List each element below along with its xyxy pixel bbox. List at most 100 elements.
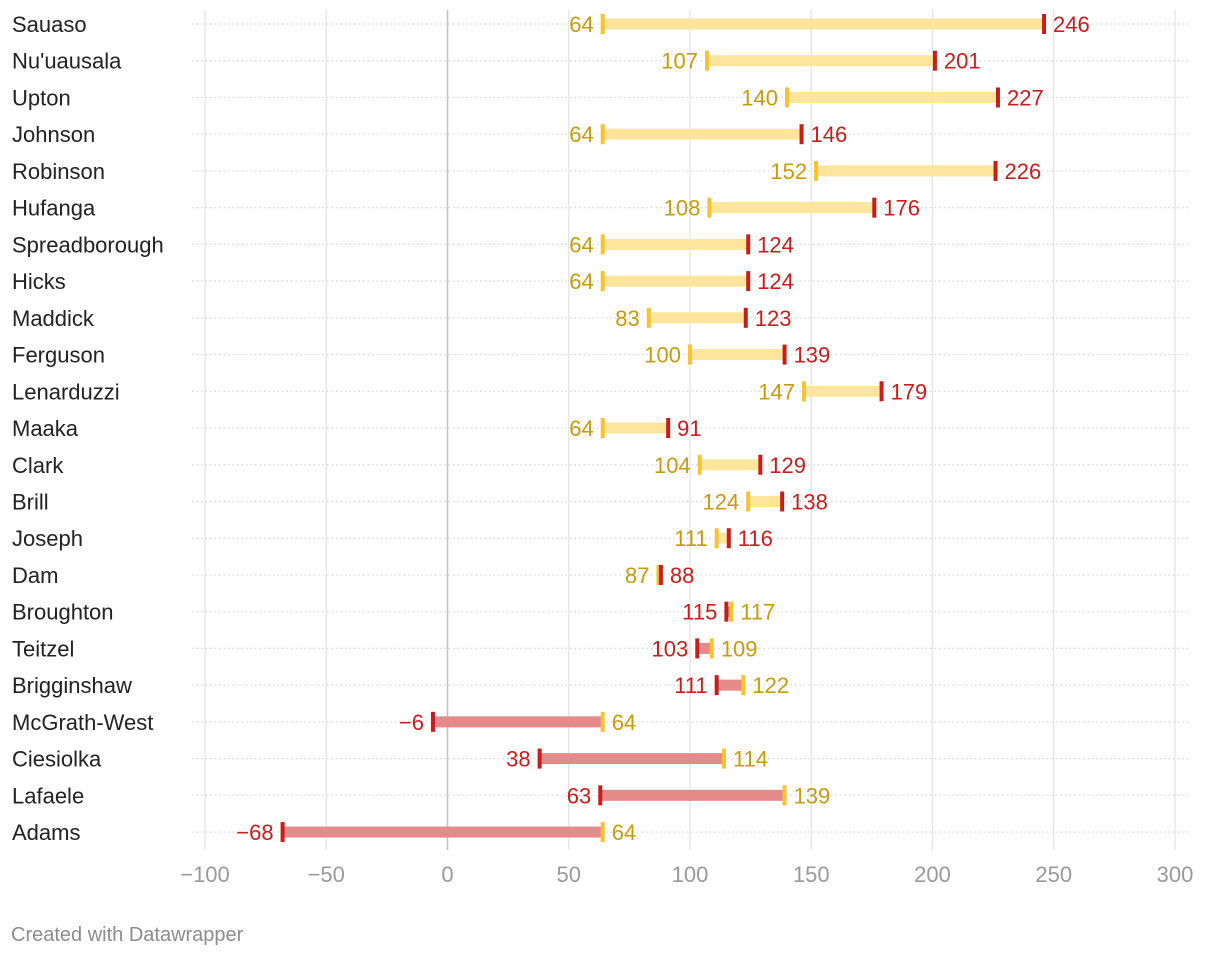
row: Sauaso 64 246 [12,12,1188,37]
row-label: Hufanga [12,196,96,221]
x-tick-label: 0 [441,862,453,887]
row: McGrath-West 64 −6 [12,710,1188,735]
end-marker [782,344,787,365]
end-value-label: 116 [738,526,773,551]
end-marker [743,307,748,328]
row: Lafaele 139 63 [12,783,1188,808]
range-bar [602,275,749,287]
range-bar [748,495,783,507]
start-marker [646,307,651,328]
end-value-label: 115 [682,600,717,625]
range-bar [432,716,603,728]
end-marker [280,822,285,843]
start-value-label: 140 [741,85,778,110]
rows-layer: Sauaso 64 246 Nu'uausala 107 201 Upton 140 227 Jo… [12,12,1188,845]
row: Hufanga 108 176 [12,196,1188,221]
row: Teitzel 109 103 [12,636,1188,661]
start-value-label: 64 [569,12,593,37]
start-value-label: 64 [569,122,593,147]
start-value-label: 147 [758,379,795,404]
row: Joseph 111 116 [12,526,1188,551]
start-marker [707,197,712,218]
grid-layer [204,10,1176,850]
end-marker [695,638,700,659]
end-marker [537,748,542,769]
end-value-label: 179 [891,379,928,404]
x-tick-label: 150 [793,862,830,887]
end-marker [746,271,751,292]
range-bar [706,55,935,67]
x-tick-label: 50 [557,862,581,887]
row-label: Clark [12,453,64,478]
end-value-label: 103 [652,636,689,661]
start-marker [709,638,714,659]
start-value-label: 152 [770,159,807,184]
start-value-label: 111 [674,526,707,551]
end-value-label: −68 [236,820,273,845]
end-value-label: 91 [677,416,701,441]
row-label: Hicks [12,269,66,294]
row: Johnson 64 146 [12,122,1188,147]
x-tick-label: −50 [308,862,345,887]
start-value-label: 64 [612,820,636,845]
row-label: Nu'uausala [12,49,122,74]
range-bar [803,385,882,397]
start-value-label: 114 [733,747,768,772]
row-label: Ciesiolka [12,747,102,772]
start-value-label: 64 [569,269,593,294]
start-marker [600,822,605,843]
end-marker [746,234,751,255]
end-value-label: 129 [769,453,806,478]
end-value-label: 138 [791,489,828,514]
end-value-label: 176 [883,196,920,221]
end-marker [995,87,1000,108]
start-value-label: 108 [664,196,701,221]
end-value-label: 146 [811,122,848,147]
end-marker [598,785,603,806]
row: Broughton 117 115 [12,600,1188,625]
start-marker [729,601,734,622]
end-value-label: 139 [794,343,831,368]
start-marker [600,14,605,34]
x-tick-label: 300 [1157,862,1194,887]
end-value-label: 246 [1053,12,1090,37]
start-marker [782,785,787,806]
start-value-label: 109 [721,636,758,661]
end-value-label: 227 [1007,85,1044,110]
start-value-label: 83 [615,306,639,331]
row-label: Lafaele [12,783,84,808]
start-value-label: 64 [569,416,593,441]
row-label: Teitzel [12,636,74,661]
start-marker [741,675,746,696]
range-bar [816,165,996,177]
start-value-label: 104 [654,453,691,478]
row-label: Brigginshaw [12,673,132,698]
start-marker [704,50,709,71]
row: Ferguson 100 139 [12,343,1188,368]
row: Maaka 64 91 [12,416,1188,441]
row-label: Ferguson [12,343,105,368]
range-plot: Sauaso 64 246 Nu'uausala 107 201 Upton 140 227 Jo… [12,10,1194,887]
footer-credit: Created with Datawrapper [11,924,244,946]
range-bar [709,202,875,214]
row-label: McGrath-West [12,710,153,735]
row-label: Joseph [12,526,83,551]
end-value-label: 201 [944,49,981,74]
row-label: Lenarduzzi [12,379,120,404]
row-label: Spreadborough [12,232,164,257]
x-tick-label: −100 [180,862,230,887]
start-marker [600,418,605,439]
row-label: Adams [12,820,80,845]
start-value-label: 64 [569,232,593,257]
row: Ciesiolka 114 38 [12,747,1188,772]
range-bar [716,532,729,544]
end-value-label: −6 [399,710,424,735]
range-bar [648,312,746,324]
range-bar [726,606,732,618]
end-marker [714,675,719,696]
start-value-label: 100 [644,343,681,368]
start-marker [801,381,806,402]
start-marker [746,491,751,512]
end-marker [758,454,763,475]
end-marker [666,418,671,439]
